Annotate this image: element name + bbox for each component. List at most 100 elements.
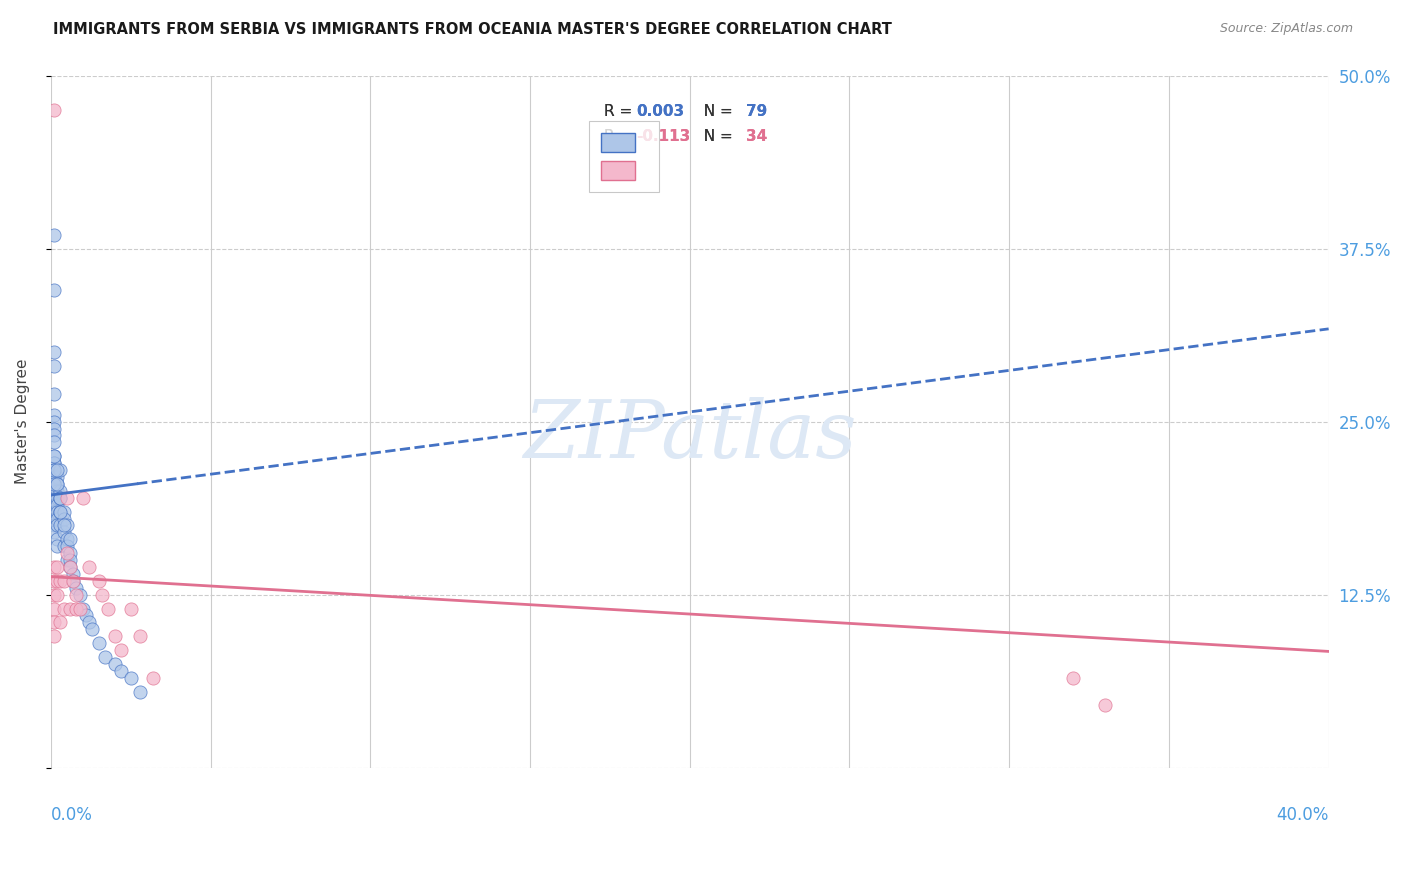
- Point: [42, 505, 65, 519]
- Text: R =: R =: [605, 103, 637, 119]
- Point: [46, 505, 69, 519]
- Point: [46, 470, 69, 484]
- Text: R =: R =: [605, 103, 637, 119]
- Point: [42, 387, 65, 401]
- Point: [56, 491, 79, 505]
- Point: [52, 601, 75, 615]
- Point: [56, 553, 79, 567]
- Point: [42, 491, 65, 505]
- Point: [42, 476, 65, 491]
- Text: ZIPatlas: ZIPatlas: [523, 397, 856, 475]
- Point: [42, 588, 65, 602]
- Point: [42, 629, 65, 643]
- Point: [49, 615, 72, 630]
- Point: [62, 574, 84, 588]
- Point: [120, 601, 142, 615]
- Point: [52, 511, 75, 525]
- Point: [49, 505, 72, 519]
- Point: [46, 533, 69, 547]
- Point: [110, 643, 132, 657]
- Point: [72, 601, 94, 615]
- Point: [42, 518, 65, 533]
- Point: [52, 574, 75, 588]
- Point: [42, 456, 65, 470]
- Point: [46, 476, 69, 491]
- Point: [59, 553, 82, 567]
- Text: 34: 34: [747, 129, 768, 145]
- Point: [65, 581, 87, 595]
- Point: [42, 498, 65, 512]
- Point: [42, 470, 65, 484]
- Point: [46, 518, 69, 533]
- Point: [42, 449, 65, 463]
- Point: [42, 435, 65, 450]
- Point: [87, 574, 110, 588]
- Point: [65, 601, 87, 615]
- Point: [59, 546, 82, 560]
- Point: [42, 498, 65, 512]
- Point: [46, 498, 69, 512]
- Text: R =: R =: [605, 129, 637, 145]
- Text: 40.0%: 40.0%: [1277, 805, 1329, 824]
- Point: [42, 359, 65, 374]
- Point: [42, 456, 65, 470]
- Point: [46, 463, 69, 477]
- Point: [104, 629, 127, 643]
- Point: [42, 227, 65, 242]
- Point: [110, 664, 132, 678]
- Point: [42, 470, 65, 484]
- Point: [59, 601, 82, 615]
- Point: [42, 408, 65, 422]
- Point: [59, 533, 82, 547]
- Point: [69, 601, 91, 615]
- Point: [42, 463, 65, 477]
- Point: [52, 518, 75, 533]
- Point: [42, 421, 65, 435]
- Point: [56, 533, 79, 547]
- Point: [49, 463, 72, 477]
- Point: [46, 588, 69, 602]
- Point: [56, 546, 79, 560]
- Point: [49, 574, 72, 588]
- Point: [49, 505, 72, 519]
- Point: [49, 491, 72, 505]
- Point: [77, 615, 100, 630]
- Point: [52, 525, 75, 540]
- Point: [42, 103, 65, 117]
- Point: [42, 428, 65, 442]
- Text: -0.113: -0.113: [636, 129, 690, 145]
- Point: [42, 283, 65, 297]
- Point: [49, 491, 72, 505]
- Point: [42, 505, 65, 519]
- Text: IMMIGRANTS FROM SERBIA VS IMMIGRANTS FROM OCEANIA MASTER'S DEGREE CORRELATION CH: IMMIGRANTS FROM SERBIA VS IMMIGRANTS FRO…: [53, 22, 893, 37]
- Point: [42, 574, 65, 588]
- Point: [59, 560, 82, 574]
- Point: [49, 518, 72, 533]
- Point: [59, 560, 82, 574]
- Point: [87, 636, 110, 650]
- Point: [42, 463, 65, 477]
- Point: [75, 608, 97, 623]
- Legend: , : ,: [589, 121, 659, 192]
- Point: [42, 615, 65, 630]
- Point: [42, 525, 65, 540]
- Point: [42, 511, 65, 525]
- Text: 0.003: 0.003: [636, 103, 685, 119]
- Point: [91, 588, 114, 602]
- Text: N =: N =: [693, 129, 737, 145]
- Point: [52, 539, 75, 553]
- Point: [42, 601, 65, 615]
- Point: [129, 629, 152, 643]
- Point: [120, 671, 142, 685]
- Point: [46, 560, 69, 574]
- Point: [82, 622, 104, 636]
- Point: [56, 518, 79, 533]
- Point: [46, 483, 69, 498]
- Point: [94, 649, 117, 664]
- Point: [46, 574, 69, 588]
- Text: N =: N =: [693, 103, 737, 119]
- Point: [42, 560, 65, 574]
- Text: 0.003: 0.003: [636, 103, 685, 119]
- Point: [42, 491, 65, 505]
- Text: -0.113: -0.113: [636, 129, 690, 145]
